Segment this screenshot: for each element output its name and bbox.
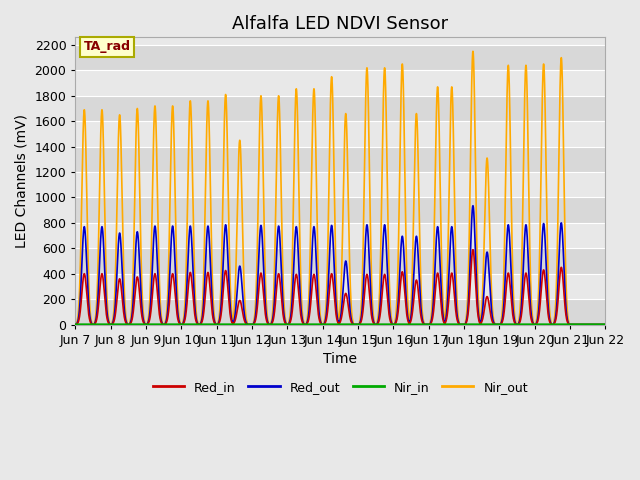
Red_out — [602, 322, 609, 327]
Nir_in — [72, 321, 79, 327]
Nir_in — [595, 321, 602, 327]
Red_out — [595, 322, 602, 327]
Nir_out — [310, 87, 317, 93]
Nir_out — [595, 322, 602, 327]
Red_in — [410, 298, 417, 303]
Nir_in — [547, 321, 554, 327]
Bar — [76, 197, 605, 223]
Line: Red_out: Red_out — [76, 206, 605, 324]
Bar — [76, 172, 605, 197]
Nir_out — [72, 322, 79, 327]
Bar — [76, 223, 605, 248]
Red_out — [532, 322, 540, 327]
Nir_out — [600, 322, 608, 327]
Line: Nir_out: Nir_out — [76, 51, 605, 324]
Bar — [76, 71, 605, 96]
Bar — [76, 248, 605, 274]
Bar — [76, 274, 605, 299]
Red_in — [547, 321, 554, 326]
Nir_in — [410, 321, 417, 327]
Nir_in — [532, 321, 540, 327]
Red_in — [532, 322, 540, 327]
Bar — [76, 121, 605, 146]
Nir_in — [310, 321, 317, 327]
Y-axis label: LED Channels (mV): LED Channels (mV) — [15, 114, 29, 248]
Red_out — [600, 322, 608, 327]
Red_in — [600, 322, 608, 327]
Bar — [76, 96, 605, 121]
Red_out — [72, 322, 79, 327]
Nir_out — [602, 322, 609, 327]
Bar — [76, 45, 605, 71]
Red_out — [410, 274, 417, 280]
Bar — [76, 299, 605, 324]
Red_in — [72, 322, 79, 327]
Nir_out — [547, 317, 554, 323]
Red_in — [469, 247, 477, 252]
Nir_out — [469, 48, 477, 54]
Nir_in — [600, 321, 608, 327]
X-axis label: Time: Time — [323, 352, 358, 366]
Nir_out — [532, 322, 540, 327]
Bar — [76, 146, 605, 172]
Red_out — [469, 203, 477, 209]
Red_out — [547, 320, 554, 326]
Nir_out — [410, 208, 417, 214]
Red_out — [310, 224, 317, 230]
Red_in — [310, 272, 317, 277]
Nir_in — [602, 321, 609, 327]
Red_in — [602, 322, 609, 327]
Red_in — [595, 322, 602, 327]
Text: TA_rad: TA_rad — [83, 40, 131, 53]
Title: Alfalfa LED NDVI Sensor: Alfalfa LED NDVI Sensor — [232, 15, 449, 33]
Legend: Red_in, Red_out, Nir_in, Nir_out: Red_in, Red_out, Nir_in, Nir_out — [148, 376, 533, 399]
Line: Red_in: Red_in — [76, 250, 605, 324]
